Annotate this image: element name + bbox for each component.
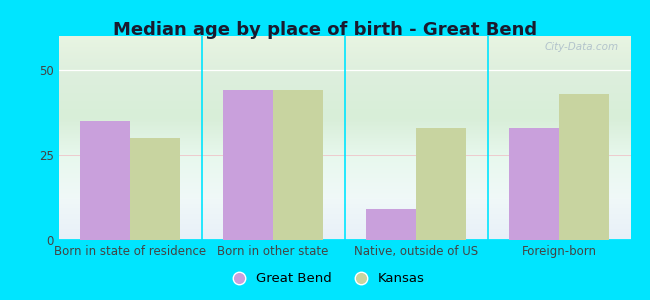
Text: Median age by place of birth - Great Bend: Median age by place of birth - Great Ben… — [113, 21, 537, 39]
Bar — [223, 90, 273, 240]
Bar — [273, 90, 323, 240]
Text: City-Data.com: City-Data.com — [545, 42, 619, 52]
Bar — [130, 138, 180, 240]
Bar — [80, 121, 130, 240]
Bar — [416, 128, 466, 240]
Legend: Great Bend, Kansas: Great Bend, Kansas — [220, 267, 430, 290]
Bar — [366, 209, 416, 240]
Bar — [509, 128, 559, 240]
Bar — [559, 94, 609, 240]
